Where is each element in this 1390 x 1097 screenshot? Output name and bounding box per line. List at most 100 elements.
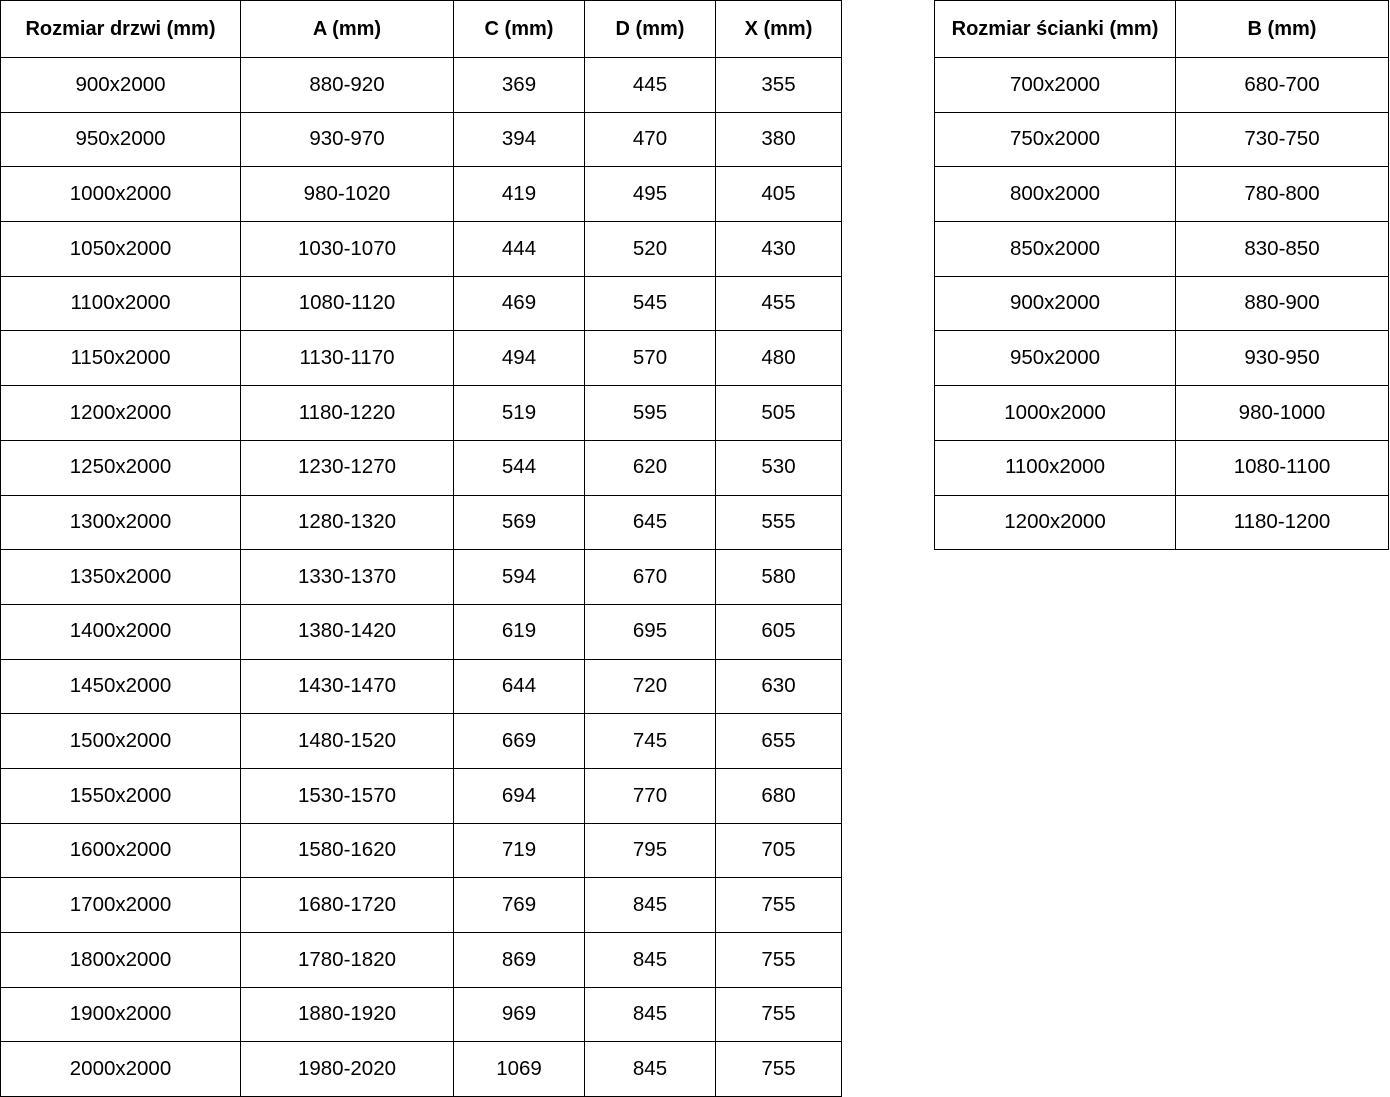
cell-x: 755 [715,877,842,933]
cell-d: 720 [584,658,716,715]
cell-a: 1330-1370 [240,549,454,605]
cell-d: 545 [584,275,716,332]
cell-d: 845 [584,1041,716,1097]
cell-x: 580 [715,549,842,605]
cell-d: 695 [584,603,716,660]
table-row: 1300x2000 1280-1320 569 645 555 [0,494,842,551]
cell-x: 430 [715,221,842,277]
cell-wall-size: 1000x2000 [934,385,1176,441]
cell-door-size: 1250x2000 [0,439,241,496]
wall-table-body: 700x2000 680-700 750x2000 730-750 800x2000 78… [934,57,1389,551]
cell-c: 544 [453,439,585,496]
table-header-row: Rozmiar ścianki (mm) B (mm) [934,0,1389,58]
cell-b: 880-900 [1175,275,1389,332]
cell-x: 755 [715,1041,842,1097]
cell-door-size: 1200x2000 [0,385,241,441]
cell-d: 495 [584,166,716,223]
cell-wall-size: 1200x2000 [934,494,1176,551]
cell-a: 1280-1320 [240,494,454,551]
cell-wall-size: 850x2000 [934,221,1176,277]
cell-c: 594 [453,549,585,605]
cell-a: 1080-1120 [240,275,454,332]
cell-wall-size: 900x2000 [934,275,1176,332]
cell-b: 730-750 [1175,111,1389,168]
cell-d: 645 [584,494,716,551]
cell-door-size: 1350x2000 [0,549,241,605]
table-row: 700x2000 680-700 [934,57,1389,113]
cell-a: 880-920 [240,57,454,113]
cell-a: 1230-1270 [240,439,454,496]
cell-a: 1530-1570 [240,767,454,824]
table-row: 2000x2000 1980-2020 1069 845 755 [0,1041,842,1097]
cell-b: 780-800 [1175,166,1389,223]
cell-d: 795 [584,822,716,879]
cell-x: 455 [715,275,842,332]
table-row: 1550x2000 1530-1570 694 770 680 [0,767,842,824]
column-header-door-size: Rozmiar drzwi (mm) [0,0,241,58]
cell-a: 930-970 [240,111,454,168]
door-table-body: 900x2000 880-920 369 445 355 950x2000 930-970 3… [0,57,842,1097]
table-row: 1800x2000 1780-1820 869 845 755 [0,932,842,988]
table-row: 1250x2000 1230-1270 544 620 530 [0,439,842,496]
cell-door-size: 1400x2000 [0,603,241,660]
cell-x: 480 [715,330,842,387]
door-dimensions-table: Rozmiar drzwi (mm) A (mm) C (mm) D (mm) … [0,0,842,1097]
cell-wall-size: 1100x2000 [934,439,1176,496]
table-row: 1600x2000 1580-1620 719 795 705 [0,822,842,879]
cell-d: 845 [584,986,716,1043]
cell-d: 595 [584,385,716,441]
cell-c: 969 [453,986,585,1043]
table-row: 1350x2000 1330-1370 594 670 580 [0,549,842,605]
column-header-d: D (mm) [584,0,716,58]
cell-door-size: 1000x2000 [0,166,241,223]
cell-c: 1069 [453,1041,585,1097]
cell-a: 980-1020 [240,166,454,223]
cell-c: 619 [453,603,585,660]
table-row: 850x2000 830-850 [934,221,1389,277]
cell-door-size: 1800x2000 [0,932,241,988]
cell-door-size: 1050x2000 [0,221,241,277]
column-header-c: C (mm) [453,0,585,58]
cell-d: 770 [584,767,716,824]
cell-x: 605 [715,603,842,660]
cell-x: 655 [715,713,842,769]
table-row: 800x2000 780-800 [934,166,1389,223]
cell-door-size: 950x2000 [0,111,241,168]
cell-a: 1130-1170 [240,330,454,387]
table-row: 900x2000 880-900 [934,275,1389,332]
cell-x: 755 [715,932,842,988]
cell-b: 930-950 [1175,330,1389,387]
table-row: 1200x2000 1180-1220 519 595 505 [0,385,842,441]
cell-a: 1780-1820 [240,932,454,988]
cell-d: 445 [584,57,716,113]
cell-c: 669 [453,713,585,769]
cell-x: 505 [715,385,842,441]
cell-wall-size: 750x2000 [934,111,1176,168]
cell-door-size: 1550x2000 [0,767,241,824]
wall-table-header: Rozmiar ścianki (mm) B (mm) [934,0,1389,58]
table-row: 1100x2000 1080-1100 [934,439,1389,496]
table-row: 950x2000 930-970 394 470 380 [0,111,842,168]
cell-a: 1980-2020 [240,1041,454,1097]
cell-d: 670 [584,549,716,605]
table-row: 1900x2000 1880-1920 969 845 755 [0,986,842,1043]
table-row: 950x2000 930-950 [934,330,1389,387]
cell-d: 570 [584,330,716,387]
cell-d: 845 [584,877,716,933]
cell-wall-size: 700x2000 [934,57,1176,113]
cell-wall-size: 800x2000 [934,166,1176,223]
cell-c: 444 [453,221,585,277]
cell-x: 630 [715,658,842,715]
cell-door-size: 2000x2000 [0,1041,241,1097]
cell-c: 869 [453,932,585,988]
cell-a: 1030-1070 [240,221,454,277]
table-row: 1050x2000 1030-1070 444 520 430 [0,221,842,277]
cell-c: 469 [453,275,585,332]
table-row: 1200x2000 1180-1200 [934,494,1389,551]
cell-x: 755 [715,986,842,1043]
cell-door-size: 1500x2000 [0,713,241,769]
cell-x: 555 [715,494,842,551]
cell-c: 694 [453,767,585,824]
table-row: 1000x2000 980-1000 [934,385,1389,441]
table-row: 1400x2000 1380-1420 619 695 605 [0,603,842,660]
